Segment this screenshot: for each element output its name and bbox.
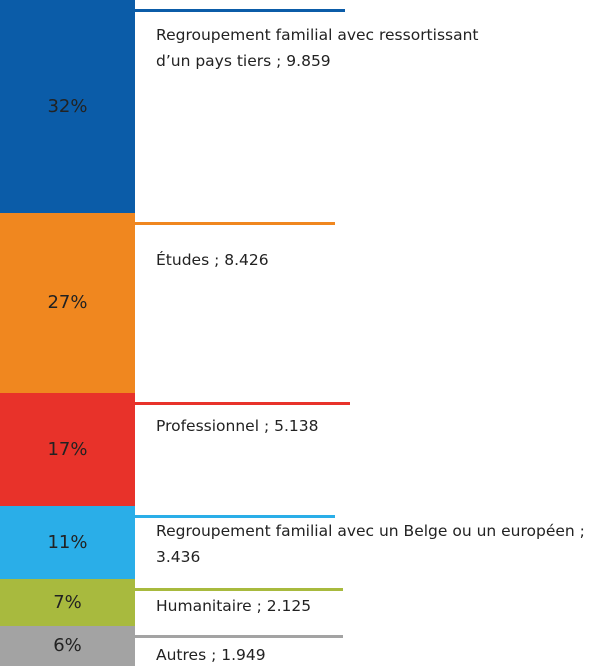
- category-label: Regroupement familial avec ressortissant…: [156, 26, 479, 70]
- percent-label: 11%: [47, 531, 88, 553]
- percent-label: 6%: [53, 635, 82, 657]
- segment: [0, 0, 135, 214]
- category-label: Études ; 8.426: [156, 251, 269, 270]
- percent-label: 27%: [47, 292, 88, 314]
- category-label: Humanitaire ; 2.125: [156, 597, 312, 616]
- category-label: Regroupement familial avec un Belge ou u…: [156, 522, 585, 567]
- percent-label: 17%: [47, 438, 88, 460]
- segment: [0, 213, 135, 393]
- category-label: Autres ; 1.949: [156, 646, 266, 665]
- segment: [0, 579, 135, 627]
- rule: [135, 401, 350, 405]
- segment: [0, 506, 135, 580]
- rule: [135, 222, 335, 226]
- percent-label: 7%: [53, 591, 82, 613]
- segment: [0, 626, 135, 666]
- rule: [135, 9, 345, 12]
- rule: [135, 635, 343, 639]
- rule: [135, 588, 343, 592]
- rule: [135, 515, 335, 519]
- category-label: Professionnel ; 5.138: [156, 416, 319, 435]
- percent-label: 32%: [47, 95, 88, 117]
- segment: [0, 392, 135, 507]
